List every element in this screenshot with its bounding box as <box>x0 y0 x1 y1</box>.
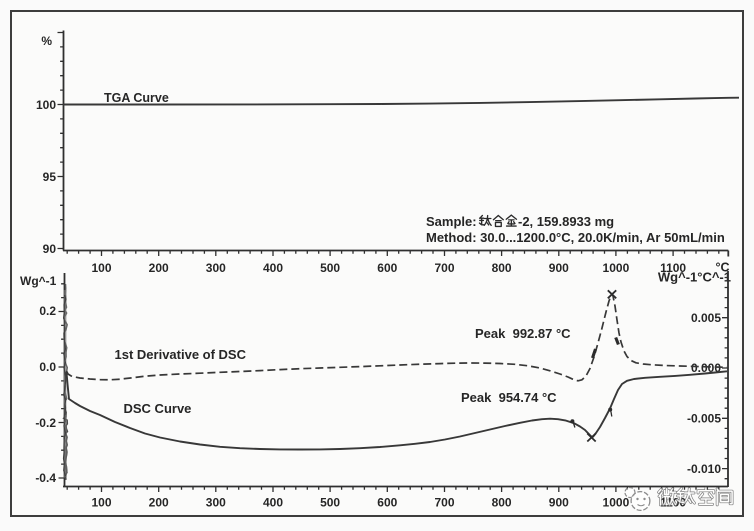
svg-text:500: 500 <box>320 496 340 510</box>
svg-text:800: 800 <box>492 496 512 510</box>
svg-text:95: 95 <box>43 170 57 184</box>
svg-text:90: 90 <box>43 242 57 256</box>
svg-text:400: 400 <box>263 496 283 510</box>
svg-text:0.2: 0.2 <box>39 304 56 318</box>
svg-text:-2, 159.8933 mg: -2, 159.8933 mg <box>518 214 614 229</box>
svg-text:Wg^-1°C^-1: Wg^-1°C^-1 <box>658 270 731 285</box>
svg-text:200: 200 <box>149 496 169 510</box>
svg-text:100: 100 <box>36 98 56 112</box>
svg-text:0.005: 0.005 <box>691 311 721 325</box>
svg-text:-0.005: -0.005 <box>687 412 721 426</box>
svg-text:0.0: 0.0 <box>39 360 56 374</box>
svg-text:900: 900 <box>549 261 569 275</box>
svg-text:Peak 992.87 °C: Peak 992.87 °C <box>475 326 571 341</box>
svg-text:100: 100 <box>91 261 111 275</box>
svg-text:1100: 1100 <box>660 261 686 275</box>
svg-text:300: 300 <box>206 496 226 510</box>
svg-text:0.000: 0.000 <box>691 361 721 375</box>
svg-text:600: 600 <box>377 496 397 510</box>
svg-text:800: 800 <box>492 261 512 275</box>
svg-text:DSC Curve: DSC Curve <box>124 401 192 416</box>
svg-text:TGA Curve: TGA Curve <box>104 91 169 105</box>
svg-text:-0.010: -0.010 <box>687 462 721 476</box>
svg-text:Method: 30.0...1200.0°C, 20.0K: Method: 30.0...1200.0°C, 20.0K/min, Ar 5… <box>426 230 725 245</box>
svg-text:1000: 1000 <box>603 261 630 275</box>
svg-text:900: 900 <box>549 496 569 510</box>
svg-text:1000: 1000 <box>603 496 630 510</box>
svg-text:-0.2: -0.2 <box>35 416 56 430</box>
svg-text:500: 500 <box>320 261 340 275</box>
svg-text:1st Derivative of DSC: 1st Derivative of DSC <box>115 347 247 362</box>
svg-text:700: 700 <box>434 261 454 275</box>
svg-text:700: 700 <box>434 496 454 510</box>
svg-text:Peak 954.74 °C: Peak 954.74 °C <box>461 390 557 405</box>
svg-text:300: 300 <box>206 261 226 275</box>
svg-text:Sample:: Sample: <box>426 214 477 229</box>
svg-text:°C: °C <box>715 261 729 275</box>
svg-text:600: 600 <box>377 261 397 275</box>
svg-text:-0.4: -0.4 <box>35 471 56 485</box>
svg-text:100: 100 <box>91 496 111 510</box>
svg-text:%: % <box>41 34 52 48</box>
svg-text:Wg^-1: Wg^-1 <box>20 274 57 288</box>
svg-text:200: 200 <box>149 261 169 275</box>
svg-text:400: 400 <box>263 261 283 275</box>
